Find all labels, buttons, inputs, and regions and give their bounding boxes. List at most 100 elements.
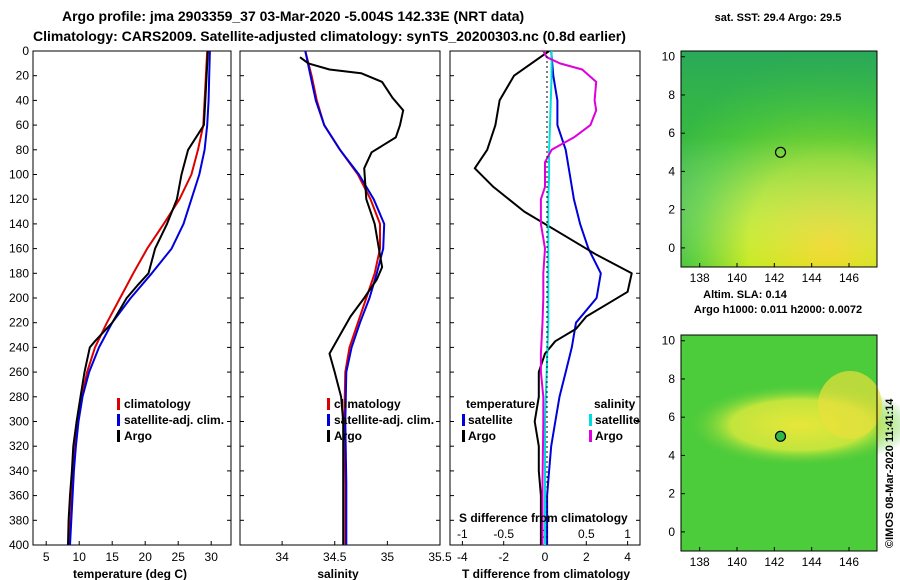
- difference-legend-salinity: salinity satellite Argo: [589, 397, 640, 443]
- top-tick-label: 0.5: [578, 527, 595, 541]
- depth-tick-label: 220: [9, 316, 29, 330]
- x-tick-label: 25: [172, 550, 186, 564]
- legend-swatch-argo: [327, 430, 330, 442]
- legend-swatch-argo: [462, 430, 465, 442]
- x-tick-label: 15: [106, 550, 120, 564]
- series-line-argo: [67, 51, 209, 545]
- x-tick-label: 4: [624, 550, 631, 564]
- map-x-tick-label: 142: [764, 555, 784, 569]
- map-x-tick-label: 140: [727, 271, 747, 285]
- depth-tick-label: 180: [9, 266, 29, 280]
- legend-satellite-salinity: satellite: [595, 413, 640, 427]
- legend-satellite: satellite: [468, 413, 513, 427]
- sst-map-axes: 138 140 142 144 146 0 2 4 6 8 10: [662, 50, 860, 285]
- sst-map-frame: [680, 50, 878, 268]
- map-y-tick-label: 4: [668, 164, 675, 178]
- depth-tick-label: 380: [9, 513, 29, 527]
- map-y-tick-label: 6: [668, 410, 675, 424]
- series-line-temperature-argo: [473, 51, 633, 545]
- legend-argo: Argo: [468, 429, 496, 443]
- salinity-x-axis: 34 34.5 35 35.5: [275, 541, 452, 564]
- depth-tick-label: 200: [9, 291, 29, 305]
- map-y-tick-label: 10: [662, 50, 676, 64]
- depth-tick-label: 280: [9, 390, 29, 404]
- depth-tick-label: 140: [9, 217, 29, 231]
- map-y-tick-label: 0: [668, 241, 675, 255]
- map-y-tick-label: 2: [668, 203, 675, 217]
- temperature-axis-label: temperature (deg C): [73, 567, 187, 580]
- legend-swatch-satellite: [462, 414, 465, 426]
- map-y-tick-label: 8: [668, 372, 675, 386]
- legend-argo: Argo: [124, 429, 152, 443]
- top-axis-label: S difference from climatology: [459, 511, 628, 525]
- legend-swatch-climatology: [327, 398, 330, 410]
- series-line-satellite-adj-clim-: [69, 51, 211, 545]
- depth-tick-label: 100: [9, 168, 29, 182]
- x-tick-label: 35.5: [428, 550, 452, 564]
- legend-climatology: climatology: [124, 397, 191, 411]
- legend-swatch-argo-salinity: [589, 430, 592, 442]
- sst-map: [680, 50, 878, 268]
- salinity-axis-label: salinity: [317, 567, 359, 580]
- sla-map: [680, 334, 900, 552]
- sst-map-title: sat. SST: 29.4 Argo: 29.5: [715, 12, 842, 24]
- temperature-series: [67, 51, 211, 545]
- sst-argo-marker: [774, 146, 787, 158]
- legend-argo: Argo: [334, 429, 362, 443]
- x-tick-label: 20: [139, 550, 153, 564]
- difference-legend-temperature: temperature satellite Argo: [462, 397, 536, 443]
- top-tick-label: -0.5: [493, 527, 514, 541]
- legend-swatch-argo: [117, 430, 120, 442]
- temperature-legend: climatology satellite-adj. clim. Argo: [117, 397, 224, 443]
- legend-satellite: satellite-adj. clim.: [334, 413, 434, 427]
- x-tick-label: 10: [73, 550, 87, 564]
- legend-satellite: satellite-adj. clim.: [124, 413, 224, 427]
- legend-salinity-header: salinity: [594, 397, 636, 411]
- sla-map-frame: [680, 334, 878, 552]
- title-line-2: Climatology: CARS2009. Satellite-adjuste…: [33, 28, 626, 44]
- x-tick-label: 34.5: [323, 550, 347, 564]
- x-tick-label: -4: [457, 550, 468, 564]
- x-tick-label: 5: [43, 550, 50, 564]
- legend-argo-salinity: Argo: [595, 429, 623, 443]
- depth-tick-label: 0: [22, 44, 29, 58]
- map-y-tick-label: 2: [668, 487, 675, 501]
- top-tick-label: -1: [457, 527, 468, 541]
- map-x-tick-label: 138: [690, 555, 710, 569]
- map-x-tick-label: 146: [839, 555, 859, 569]
- sst-field-overlay: [681, 51, 877, 267]
- x-tick-label: 34: [275, 550, 289, 564]
- x-tick-label: 30: [205, 550, 219, 564]
- map-y-tick-label: 0: [668, 525, 675, 539]
- legend-swatch-satellite: [117, 414, 120, 426]
- depth-tick-label: 60: [16, 118, 30, 132]
- legend-temperature-header: temperature: [466, 397, 536, 411]
- map-y-tick-label: 4: [668, 448, 675, 462]
- salinity-panel: [239, 50, 441, 546]
- series-line-salinity-argo: [539, 51, 598, 545]
- x-tick-label: 0: [542, 550, 549, 564]
- sla-map-subtitle: Argo h1000: 0.011 h2000: 0.0072: [694, 304, 862, 316]
- depth-tick-label: 400: [9, 538, 29, 552]
- series-line-salinity-satellite: [544, 51, 553, 545]
- depth-tick-label: 20: [16, 69, 30, 83]
- map-x-tick-label: 138: [690, 271, 710, 285]
- salinity-legend: climatology satellite-adj. clim. Argo: [327, 397, 434, 443]
- map-y-tick-label: 10: [662, 334, 676, 348]
- difference-axis-label: T difference from climatology: [462, 567, 630, 580]
- x-tick-label: 35: [381, 550, 395, 564]
- difference-series: [473, 51, 633, 545]
- map-x-tick-label: 146: [839, 271, 859, 285]
- imos-credit: ©IMOS 08-Mar-2020 11:41:14: [884, 398, 896, 548]
- title-line-1: Argo profile: jma 2903359_37 03-Mar-2020…: [62, 8, 524, 24]
- depth-tick-label: 160: [9, 242, 29, 256]
- depth-tick-label: 320: [9, 439, 29, 453]
- map-x-tick-label: 142: [764, 271, 784, 285]
- depth-tick-label: 260: [9, 365, 29, 379]
- map-x-tick-label: 140: [727, 555, 747, 569]
- depth-tick-label: 240: [9, 340, 29, 354]
- temperature-x-axis: 5 10 15 20 25 30: [43, 541, 218, 564]
- legend-swatch-climatology: [117, 398, 120, 410]
- top-tick-label: 1: [624, 527, 631, 541]
